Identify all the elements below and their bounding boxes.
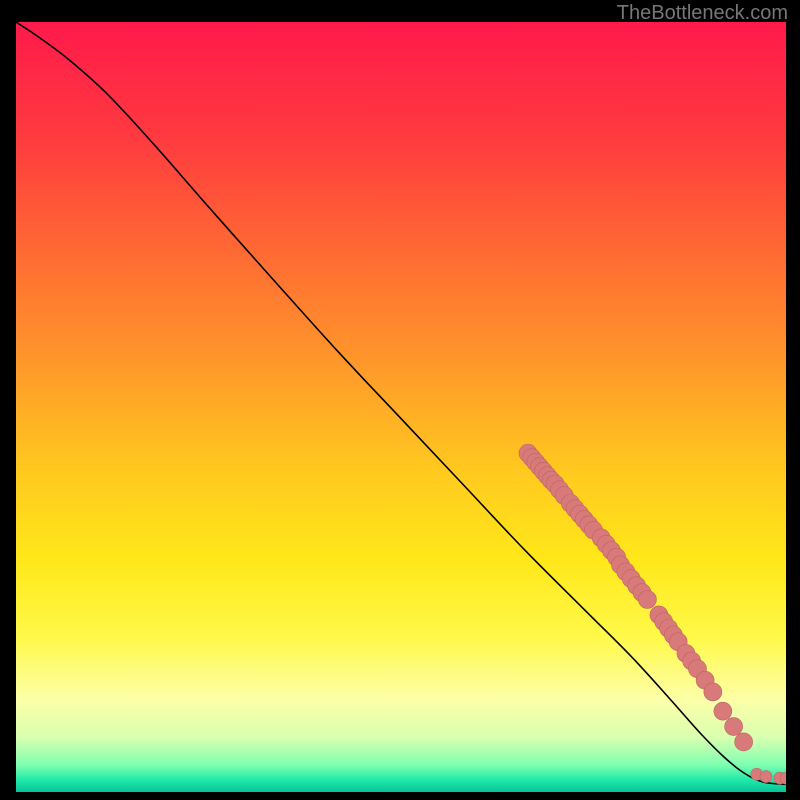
gradient-background <box>16 22 786 792</box>
data-point-marker <box>704 683 722 701</box>
data-point-marker <box>638 591 656 609</box>
data-point-marker <box>760 771 772 783</box>
bottleneck-chart-svg <box>16 22 786 792</box>
data-point-marker <box>735 733 753 751</box>
data-point-marker <box>725 718 743 736</box>
plot-area <box>16 22 786 792</box>
data-point-marker <box>714 702 732 720</box>
chart-canvas-container: TheBottleneck.com <box>0 0 800 800</box>
